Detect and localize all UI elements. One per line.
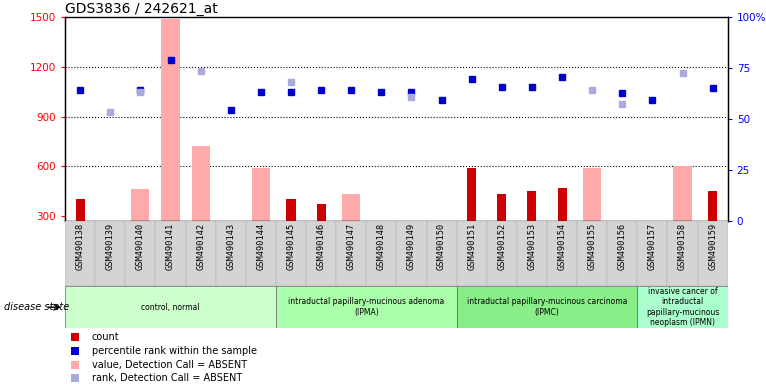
Text: GSM490142: GSM490142	[196, 223, 205, 270]
Text: GSM490141: GSM490141	[166, 223, 175, 270]
Bar	[583, 168, 601, 221]
Bar	[192, 146, 210, 221]
Bar	[433, 221, 450, 232]
Text: control, normal: control, normal	[141, 303, 200, 312]
Bar	[316, 204, 326, 221]
Bar	[126, 221, 155, 286]
Bar	[162, 19, 179, 221]
Bar	[65, 286, 276, 328]
Text: GSM490146: GSM490146	[316, 223, 326, 270]
Bar	[276, 221, 306, 286]
Text: GSM490148: GSM490148	[377, 223, 386, 270]
Bar	[517, 221, 547, 286]
Text: GSM490139: GSM490139	[106, 223, 115, 270]
Bar	[698, 221, 728, 286]
Text: GSM490159: GSM490159	[708, 223, 717, 270]
Bar	[547, 221, 577, 286]
Text: GSM490157: GSM490157	[648, 223, 657, 270]
Text: count: count	[92, 332, 119, 342]
Text: GSM490140: GSM490140	[136, 223, 145, 270]
Bar	[397, 221, 427, 286]
Bar	[486, 221, 517, 286]
Text: rank, Detection Call = ABSENT: rank, Detection Call = ABSENT	[92, 373, 242, 384]
Bar	[246, 221, 276, 286]
Bar	[76, 199, 85, 221]
Bar	[132, 189, 149, 221]
Text: GSM490145: GSM490145	[286, 223, 296, 270]
Text: GSM490147: GSM490147	[347, 223, 355, 270]
Bar	[497, 194, 506, 221]
Bar	[366, 221, 397, 286]
Bar	[95, 221, 126, 286]
Bar	[342, 194, 360, 221]
Text: intraductal papillary-mucinous carcinoma
(IPMC): intraductal papillary-mucinous carcinoma…	[466, 298, 627, 317]
Text: GSM490151: GSM490151	[467, 223, 476, 270]
Bar	[577, 221, 607, 286]
Bar	[637, 286, 728, 328]
Bar	[457, 286, 637, 328]
Text: GSM490143: GSM490143	[226, 223, 235, 270]
Text: GSM490155: GSM490155	[588, 223, 597, 270]
Text: value, Detection Call = ABSENT: value, Detection Call = ABSENT	[92, 359, 247, 369]
Text: GSM490158: GSM490158	[678, 223, 687, 270]
Text: intraductal papillary-mucinous adenoma
(IPMA): intraductal papillary-mucinous adenoma (…	[288, 298, 444, 317]
Bar	[286, 199, 296, 221]
Bar	[216, 221, 246, 286]
Text: GSM490152: GSM490152	[497, 223, 506, 270]
Text: GSM490144: GSM490144	[257, 223, 265, 270]
Bar	[306, 221, 336, 286]
Text: GDS3836 / 242621_at: GDS3836 / 242621_at	[65, 2, 218, 16]
Bar	[457, 221, 486, 286]
Text: GSM490153: GSM490153	[528, 223, 536, 270]
Bar	[708, 191, 717, 221]
Bar	[558, 188, 567, 221]
Bar	[673, 166, 692, 221]
Bar	[372, 221, 391, 254]
Bar	[467, 168, 476, 221]
Text: percentile rank within the sample: percentile rank within the sample	[92, 346, 257, 356]
Bar	[65, 221, 95, 286]
Bar	[155, 221, 185, 286]
Bar	[427, 221, 457, 286]
Bar	[336, 221, 366, 286]
Text: GSM490156: GSM490156	[618, 223, 627, 270]
Bar	[607, 221, 637, 286]
Text: invasive cancer of
intraductal
papillary-mucinous
neoplasm (IPMN): invasive cancer of intraductal papillary…	[646, 287, 719, 327]
Bar	[276, 286, 457, 328]
Text: GSM490138: GSM490138	[76, 223, 85, 270]
Bar	[637, 221, 667, 286]
Text: GSM490150: GSM490150	[437, 223, 446, 270]
Bar	[185, 221, 216, 286]
Text: GSM490149: GSM490149	[407, 223, 416, 270]
Bar	[252, 168, 270, 221]
Bar	[528, 191, 536, 221]
Text: disease state: disease state	[4, 302, 69, 312]
Bar	[667, 221, 698, 286]
Text: GSM490154: GSM490154	[558, 223, 567, 270]
